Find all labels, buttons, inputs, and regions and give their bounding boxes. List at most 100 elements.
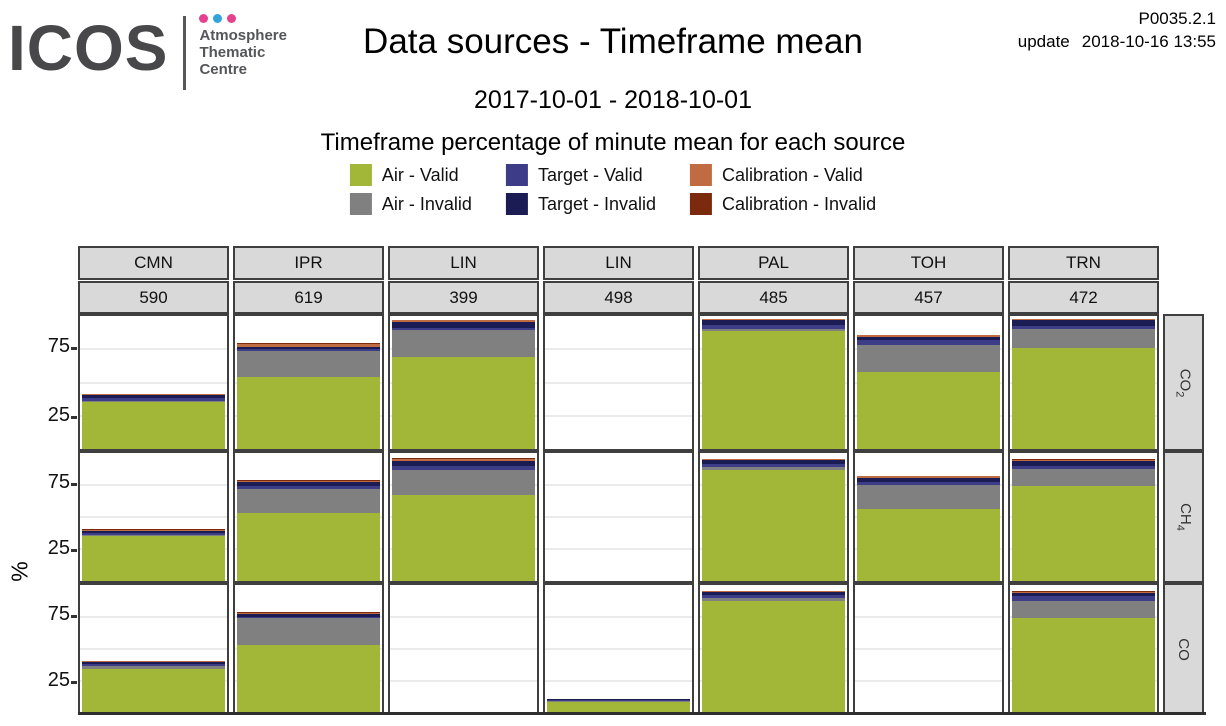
bar-segment-target-invalid: [547, 698, 690, 700]
y-tick-label: 25: [47, 669, 70, 691]
bar-segment-cal-valid: [82, 529, 225, 532]
bar-segment-target-invalid: [82, 395, 225, 398]
gridline: [855, 680, 1002, 682]
legend-label: Air - Valid: [381, 164, 459, 185]
bar-segment-target-invalid: [702, 591, 845, 596]
column-header-station: LIN: [388, 246, 539, 280]
chart-grid: CMN 590 IPR 619 LIN 399 LIN 498 PAL 485 TOH 457 TRN 4…: [48, 246, 1206, 716]
bar-segment-cal-invalid: [1012, 590, 1155, 592]
bar-segment-air-invalid: [1012, 469, 1155, 486]
column-header-station: PAL: [698, 246, 849, 280]
gridline: [80, 516, 227, 518]
gridline: [545, 616, 692, 618]
gridline: [855, 484, 1002, 486]
bar-segment-cal-valid: [82, 393, 225, 396]
org-line-2: Thematic: [199, 44, 266, 61]
bar-segment-cal-valid: [237, 612, 380, 615]
org-line-3: Centre: [199, 61, 247, 78]
version-id: P0035.2.1: [1138, 9, 1216, 28]
bar-segment-target-invalid: [857, 477, 1000, 482]
bar-segment-air-invalid: [82, 534, 225, 537]
y-tick-label: 75: [47, 603, 70, 625]
facet-strip-CH4: CH4: [1163, 451, 1204, 583]
facet-label-CO: CO: [1175, 637, 1192, 661]
column-header-id: 472: [1008, 281, 1159, 314]
bar-segment-air-invalid: [82, 401, 225, 403]
y-tick-label: 25: [47, 537, 70, 559]
icos-logo: ICOS Atmosphere Thematic Centre: [8, 8, 287, 90]
gridline: [80, 381, 227, 384]
org-line-1: Atmosphere: [199, 27, 287, 44]
dot-icon: [227, 14, 237, 23]
legend-item: Target - Invalid: [505, 193, 656, 215]
bar-segment-target-valid: [547, 699, 690, 701]
bar-segment-air-valid: [1012, 347, 1155, 449]
gridline: [545, 516, 692, 518]
panel-CO-LIN: [388, 583, 539, 715]
gridline: [545, 414, 692, 417]
air-invalid-swatch-icon: [349, 193, 372, 215]
column-header-id: 485: [698, 281, 849, 314]
facet-label-CH4: CH4: [1173, 503, 1194, 531]
bar-segment-air-invalid: [702, 467, 845, 471]
bar-segment-air-valid: [392, 495, 535, 581]
y-tick-label: 75: [47, 471, 70, 493]
column-header-id: 457: [853, 281, 1004, 314]
bar-segment-air-invalid: [857, 485, 1000, 510]
bar-segment-air-valid: [857, 509, 1000, 581]
column-header-id: 498: [543, 281, 694, 314]
bar-segment-target-valid: [1012, 325, 1155, 329]
y-tick-mark: [71, 415, 77, 419]
logo-org-block: Atmosphere Thematic Centre: [199, 8, 287, 90]
update-line: update 2018-10-16 13:55: [1018, 31, 1216, 54]
update-timestamp: 2018-10-16 13:55: [1081, 31, 1216, 51]
facet-strip-CO: CO: [1163, 583, 1204, 715]
bar-segment-air-valid: [237, 513, 380, 581]
panel-CO-PAL: [698, 583, 849, 715]
bar-segment-target-invalid: [1012, 592, 1155, 596]
bar-segment-cal-valid: [702, 590, 845, 592]
gridline: [390, 616, 537, 618]
legend-item: Air - Valid: [349, 164, 472, 186]
bar-segment-target-invalid: [82, 531, 225, 533]
bar-segment-air-invalid: [392, 470, 535, 496]
bar-segment-air-valid: [237, 645, 380, 713]
bar-segment-air-valid: [702, 470, 845, 581]
update-label: update: [1017, 31, 1070, 51]
page-title: Data sources - Timeframe mean: [363, 22, 863, 61]
y-tick-label: 25: [47, 403, 70, 426]
bar-segment-target-valid: [702, 595, 845, 599]
gridline: [545, 348, 692, 351]
dot-icon: [213, 14, 223, 23]
column-header-station: IPR: [233, 246, 384, 280]
bar-segment-cal-invalid: [237, 611, 380, 613]
bar-segment-target-valid: [392, 327, 535, 330]
panel-CO2-LIN: [543, 314, 694, 451]
column-header-station: TOH: [853, 246, 1004, 280]
bar-segment-cal-valid: [392, 320, 535, 322]
panel-CO2-PAL: [698, 314, 849, 451]
bar-segment-air-invalid: [702, 329, 845, 332]
panel-CH4-TOH: [853, 451, 1004, 583]
bar-segment-air-valid: [237, 377, 380, 449]
gridline: [235, 616, 382, 618]
bar-segment-air-valid: [857, 371, 1000, 449]
legend-item: Calibration - Valid: [690, 164, 876, 186]
bar-segment-air-invalid: [392, 329, 535, 358]
panel-CO2-TOH: [853, 314, 1004, 451]
bar-segment-cal-valid: [392, 459, 535, 461]
y-tick-label: 75: [47, 335, 70, 358]
bar-segment-cal-valid: [857, 335, 1000, 337]
gridline: [80, 648, 227, 650]
bar-segment-cal-valid: [702, 319, 845, 320]
panel-CO2-LIN: [388, 314, 539, 451]
panel-CH4-TRN: [1008, 451, 1159, 583]
gridline: [390, 680, 537, 682]
column-header-station: CMN: [78, 246, 229, 280]
panel-CH4-IPR: [233, 451, 384, 583]
bar-segment-cal-invalid: [392, 458, 535, 460]
cal-valid-swatch-icon: [690, 164, 713, 186]
bar-segment-target-invalid: [1012, 320, 1155, 326]
panel-CH4-LIN: [543, 451, 694, 583]
bar-segment-air-invalid: [547, 700, 690, 703]
